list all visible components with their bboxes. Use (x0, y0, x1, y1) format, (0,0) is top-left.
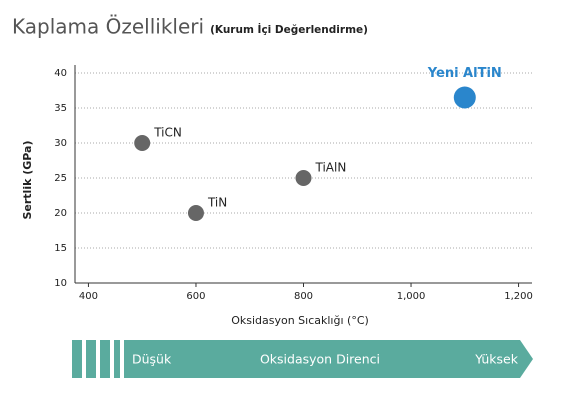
x-tick-label: 400 (79, 291, 98, 302)
point-label: TiAlN (315, 161, 347, 175)
point (187, 205, 204, 221)
x-tick-label: 1,000 (397, 291, 426, 302)
y-tick-label: 30 (54, 138, 67, 149)
y-axis-label: Sertlik (GPa) (21, 140, 34, 219)
point (134, 135, 151, 151)
stripe (86, 340, 96, 378)
stripe (100, 340, 110, 378)
y-tick-label: 10 (54, 278, 67, 289)
chart-title: Kaplama Özellikleri (12, 15, 204, 39)
y-tick-label: 35 (54, 103, 67, 114)
point (295, 170, 312, 186)
arrow-band (124, 340, 533, 378)
scale-label: Oksidasyon Direnci (260, 352, 380, 367)
point-label: TiCN (153, 126, 182, 140)
y-tick-label: 40 (54, 68, 67, 79)
stripe (114, 340, 120, 378)
x-tick-label: 800 (294, 291, 313, 302)
chart-subtitle: (Kurum İçi Değerlendirme) (210, 22, 368, 36)
scale-high: Yüksek (474, 352, 519, 367)
y-tick-label: 20 (54, 208, 67, 219)
y-tick-label: 15 (54, 243, 67, 254)
scale-bar: Düşük Oksidasyon Direnci Yüksek (72, 340, 533, 378)
x-tick-label: 600 (186, 291, 205, 302)
x-tick-label: 1,200 (504, 291, 533, 302)
scale-low: Düşük (132, 352, 172, 367)
point (453, 86, 476, 109)
y-tick-label: 25 (54, 173, 67, 184)
point-label: TiN (207, 196, 227, 210)
point-label: Yeni AlTiN (427, 66, 502, 81)
stripe (72, 340, 82, 378)
x-axis-label: Oksidasyon Sıcaklığı (°C) (231, 314, 369, 327)
